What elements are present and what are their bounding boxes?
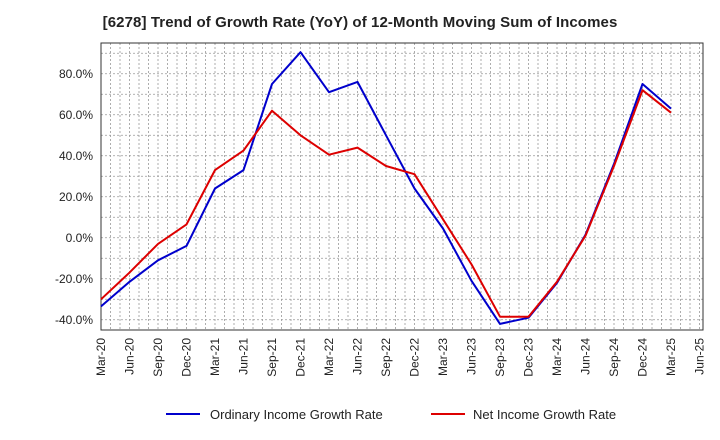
y-tick-label: 0.0% [66,231,94,245]
x-tick-label: Mar-21 [208,338,222,376]
y-tick-label: 20.0% [59,190,93,204]
x-tick-label: Sep-24 [607,338,621,377]
x-tick-label: Dec-24 [636,338,650,377]
y-tick-label: 40.0% [59,149,93,163]
y-tick-label: 80.0% [59,67,93,81]
x-tick-label: Dec-23 [522,338,536,377]
x-tick-label: Jun-20 [123,338,137,375]
x-tick-label: Jun-21 [237,338,251,375]
x-tick-label: Dec-21 [294,338,308,377]
series-lines [100,51,672,325]
y-tick-label: -40.0% [55,313,93,327]
legend-label-1: Ordinary Income Growth Rate [210,407,383,422]
x-tick-label: Jun-23 [465,338,479,375]
x-tick-label: Sep-21 [265,338,279,377]
x-tick-label: Jun-24 [579,338,593,375]
legend: Ordinary Income Growth Rate Net Income Gr… [166,407,616,422]
x-tick-label: Mar-20 [94,338,108,376]
chart-title: [6278] Trend of Growth Rate (YoY) of 12-… [102,14,618,31]
y-tick-label: 60.0% [59,108,93,122]
x-tick-label: Mar-25 [664,338,678,376]
x-tick-label: Dec-22 [408,338,422,377]
x-tick-label: Sep-23 [493,338,507,377]
x-tick-label: Sep-22 [379,338,393,377]
x-tick-label: Sep-20 [151,338,165,377]
legend-label-2: Net Income Growth Rate [473,407,616,422]
x-tick-label: Mar-22 [322,338,336,376]
y-tick-label: -20.0% [55,272,93,286]
series-line-2 [100,89,672,318]
grid [101,43,703,330]
axis-ticks: -40.0% -20.0% 0.0% 20.0% 40.0% 60.0% 80.0% Mar-… [55,67,707,377]
x-tick-label: Jun-22 [351,338,365,375]
x-tick-label: Mar-23 [436,338,450,376]
x-tick-label: Dec-20 [180,338,194,377]
x-tick-label: Mar-24 [550,338,564,376]
plot-frame [100,42,704,331]
x-tick-label: Jun-25 [693,338,707,375]
